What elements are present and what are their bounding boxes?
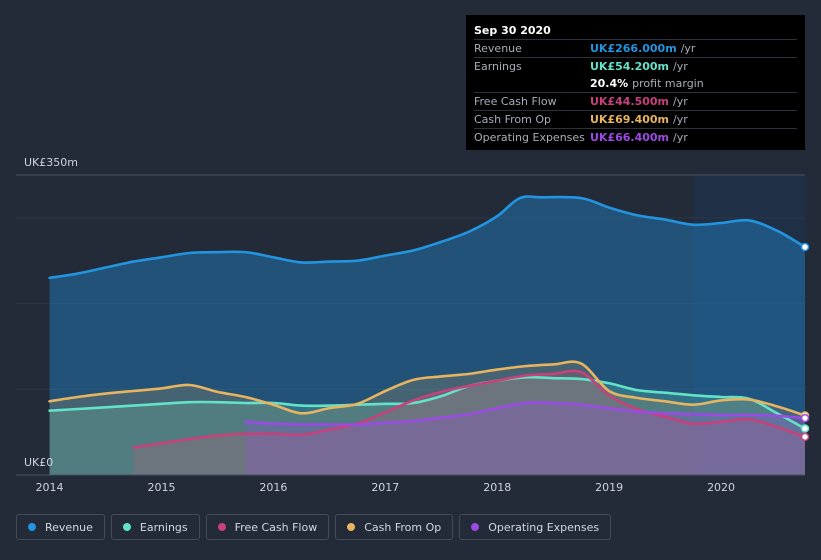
tooltip-row-value: UK£44.500m	[590, 95, 670, 108]
legend-dot-icon	[122, 523, 131, 531]
x-tick-label: 2020	[707, 481, 735, 494]
tooltip-row-value: UK£266.000m	[590, 42, 677, 55]
tooltip-row-label: Cash From Op	[474, 113, 552, 126]
tooltip-row-unit: /yr	[673, 60, 688, 73]
legend-dot-icon	[347, 523, 356, 531]
tooltip-row-value: UK£66.400m	[590, 131, 670, 144]
legend-item-earnings[interactable]: Earnings	[110, 514, 200, 540]
tooltip-row: 20.4% profit margin	[474, 75, 797, 92]
tooltip-row-value: UK£54.200m	[590, 60, 670, 73]
x-axis-ticks: 2014 2015 2016 2017 2018 2019 2020	[36, 481, 735, 494]
legend: Revenue Earnings Free Cash Flow Cash From O…	[16, 514, 612, 540]
x-tick-label: 2016	[259, 481, 287, 494]
tooltip-row-label: Earnings	[474, 60, 522, 73]
operating-expenses-line	[244, 401, 807, 426]
y-axis-top-label: UK£350m	[24, 156, 78, 169]
revenue-area	[49, 196, 806, 476]
legend-label: Cash From Op	[364, 520, 442, 534]
tooltip-date: Sep 30 2020	[474, 24, 551, 37]
legend-label: Revenue	[45, 520, 93, 534]
x-tick-label: 2015	[147, 481, 175, 494]
revenue-end-marker	[800, 242, 810, 252]
legend-label: Operating Expenses	[488, 520, 600, 534]
legend-label: Earnings	[139, 520, 188, 534]
tooltip-row-label: Operating Expenses	[474, 131, 585, 144]
x-tick-label: 2018	[483, 481, 511, 494]
tooltip-row-unit: profit margin	[632, 77, 704, 90]
tooltip-row-label: Revenue	[474, 42, 522, 55]
series-areas	[49, 196, 806, 476]
earnings-end-marker	[800, 424, 810, 433]
tooltip-row: Operating Expenses UK£66.400m/yr	[474, 128, 797, 146]
tooltip-row: Earnings UK£54.200m/yr	[474, 57, 797, 75]
tooltip-row: Revenue UK£266.000m/yr	[474, 39, 797, 57]
tooltip-row-unit: /yr	[673, 113, 688, 126]
earnings-area	[49, 377, 806, 475]
free-cash-flow-area	[133, 370, 806, 475]
free-cash-flow-line	[132, 369, 807, 449]
tooltip: Sep 30 2020 Revenue UK£266.000m/yr Earning…	[466, 15, 805, 150]
legend-item-cash-from-op[interactable]: Cash From Op	[335, 514, 454, 540]
tooltip-row-label	[474, 75, 590, 92]
operating-expenses-area	[245, 402, 805, 475]
cash-from-op-line	[48, 360, 807, 417]
series-lines	[48, 195, 807, 449]
tooltip-row: Free Cash Flow UK£44.500m/yr	[474, 92, 797, 110]
legend-dot-icon	[217, 523, 226, 531]
legend-dot-icon	[28, 523, 36, 531]
tooltip-row-unit: /yr	[673, 131, 688, 144]
earnings-line	[48, 375, 807, 430]
tooltip-row-unit: /yr	[680, 42, 696, 55]
tooltip-row-value: UK£69.400m	[590, 113, 670, 126]
series-end-markers	[800, 242, 810, 442]
tooltip-rows: Revenue UK£266.000m/yr Earnings UK£54.200m /…	[474, 39, 797, 146]
free-cash-flow-end-marker	[800, 432, 810, 442]
tooltip-row-unit: /yr	[673, 95, 688, 108]
revenue-line	[48, 195, 807, 280]
legend-item-revenue[interactable]: Revenue	[16, 514, 105, 540]
legend-label: Free Cash Flow	[234, 520, 318, 534]
tooltip-row: Cash From Op UK£69.400m/yr	[474, 110, 797, 128]
x-tick-label: 2019	[595, 481, 623, 494]
x-tick-label: 2017	[371, 481, 399, 494]
legend-item-operating-expenses[interactable]: Operating Expenses	[459, 514, 612, 540]
operating-expenses-end-marker	[800, 413, 810, 423]
legend-item-free-cash-flow[interactable]: Free Cash Flow	[205, 514, 330, 540]
y-axis-bottom-label: UK£0	[24, 456, 53, 469]
legend-dot-icon	[471, 523, 480, 531]
x-tick-label: 2014	[36, 481, 64, 494]
tooltip-row-label: Free Cash Flow	[474, 95, 557, 108]
tooltip-row-value: 20.4%	[590, 77, 629, 90]
